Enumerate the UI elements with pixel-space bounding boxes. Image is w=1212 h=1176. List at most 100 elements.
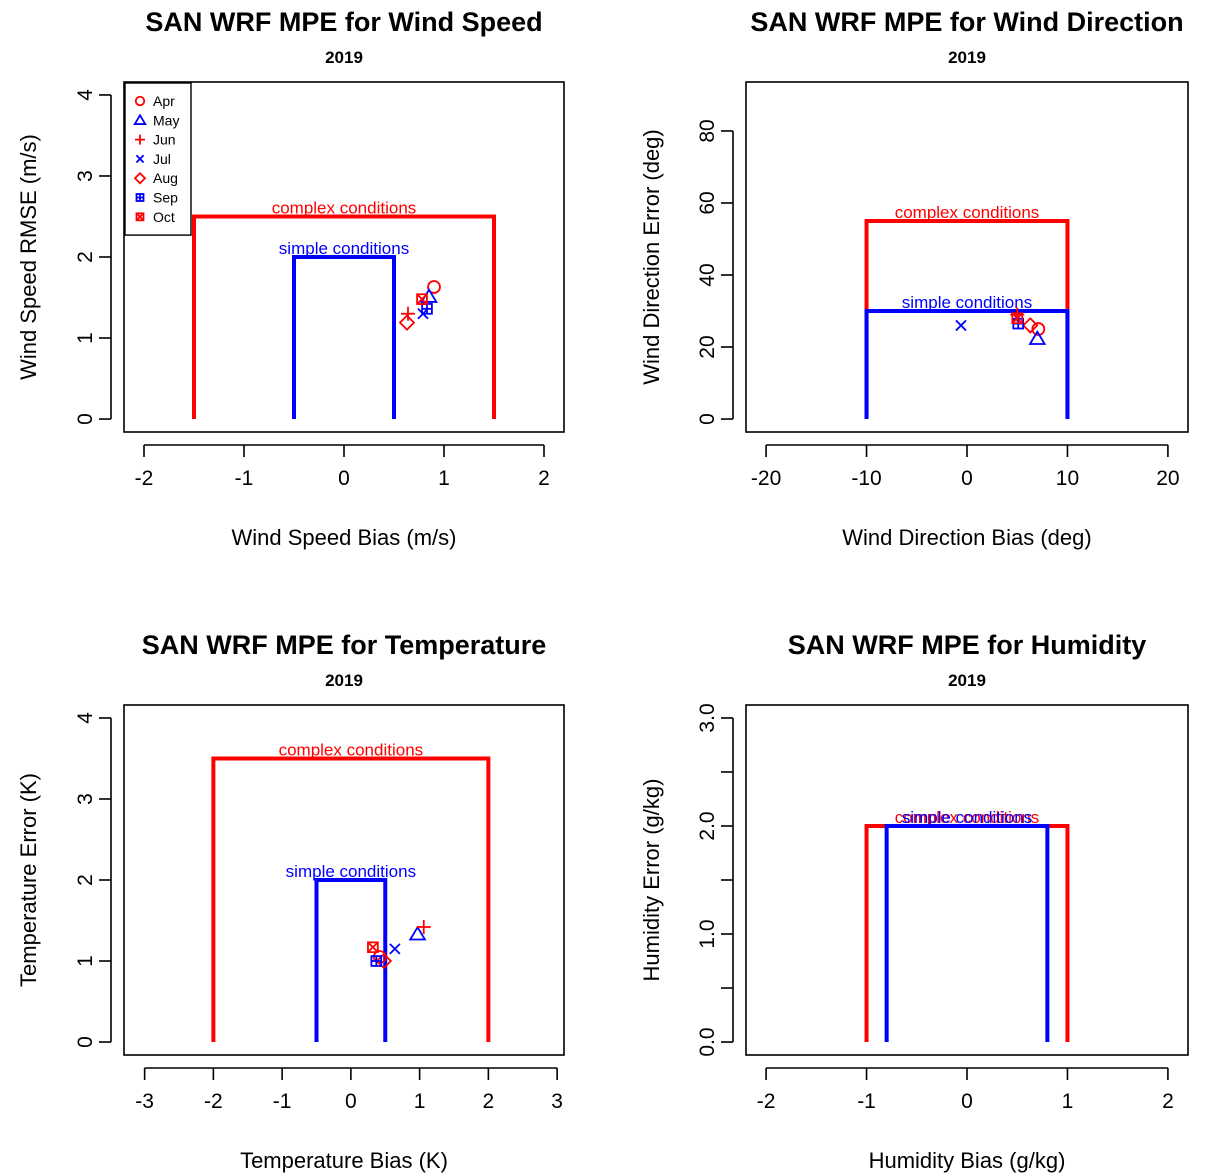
x-tick-label: -2 <box>757 1090 776 1113</box>
legend-label: Jun <box>153 132 176 148</box>
point-oct <box>416 293 428 305</box>
y-axis-label: Wind Direction Error (deg) <box>639 129 664 385</box>
x-tick-label: -2 <box>135 467 154 490</box>
legend-label: Oct <box>153 209 175 225</box>
x-tick-label: -10 <box>851 467 881 490</box>
y-tick-label: 3 <box>74 170 97 182</box>
benchmark-label: simple conditions <box>902 808 1032 827</box>
plot-frame <box>123 81 565 433</box>
benchmark-label: complex conditions <box>895 203 1040 222</box>
data-points <box>955 307 1047 345</box>
y-tick-label: 1 <box>74 955 97 967</box>
point-may <box>1028 329 1047 345</box>
legend-marker-jul <box>135 154 145 164</box>
x-tick-label: 0 <box>961 1090 973 1113</box>
plot-frame <box>745 704 1189 1056</box>
legend-marker-apr <box>134 95 146 107</box>
x-tick-label: 2 <box>538 467 550 490</box>
y-axis: 0 1 2 3 4 <box>74 89 112 425</box>
chart-subtitle: 2019 <box>325 48 363 67</box>
legend-marker-may <box>133 113 147 125</box>
point-apr <box>427 280 441 294</box>
benchmark-complex-conditions: complex conditions <box>211 740 491 1043</box>
x-tick-label: 1 <box>1062 1090 1074 1113</box>
x-tick-label: -1 <box>235 467 254 490</box>
chart-panel-2: SAN WRF MPE for Wind Direction 2019 -20 -10… <box>639 7 1189 550</box>
point-oct <box>1011 312 1024 325</box>
x-tick-label: 1 <box>414 1090 426 1113</box>
x-axis: -2 -1 0 1 2 <box>757 1067 1174 1113</box>
x-tick-label: 0 <box>961 467 973 490</box>
y-tick-label: 2 <box>74 874 97 886</box>
y-tick-label: 60 <box>696 191 719 214</box>
chart-panel-4: SAN WRF MPE for Humidity 2019 -2 -1 0 1 2 Humid… <box>639 630 1189 1173</box>
x-tick-label: 10 <box>1056 467 1079 490</box>
x-tick-label: -1 <box>273 1090 292 1113</box>
chart-title: SAN WRF MPE for Wind Speed <box>145 7 542 37</box>
legend-label: May <box>153 112 179 128</box>
benchmark-simple-conditions: simple conditions <box>864 293 1070 420</box>
x-axis: -2 -1 0 1 2 <box>135 444 550 490</box>
y-tick-label: 0 <box>74 1036 97 1048</box>
x-axis-label: Humidity Bias (g/kg) <box>869 1148 1066 1173</box>
x-tick-label: -20 <box>751 467 781 490</box>
plot-frame <box>123 704 565 1056</box>
point-aug <box>375 952 393 970</box>
point-jul <box>955 319 967 332</box>
benchmark-simple-conditions: simple conditions <box>279 239 409 420</box>
benchmark-complex-conditions: complex conditions <box>864 808 1070 1043</box>
x-tick-label: 3 <box>551 1090 563 1113</box>
legend-label: Apr <box>153 93 175 109</box>
legend-label: Sep <box>153 190 178 206</box>
y-tick-label: 40 <box>696 263 719 286</box>
x-axis-label: Wind Direction Bias (deg) <box>842 525 1091 550</box>
y-tick-label: 1.0 <box>696 919 719 948</box>
benchmark-label: simple conditions <box>902 293 1032 312</box>
y-tick-label: 2.0 <box>696 811 719 840</box>
x-axis: -3 -2 -1 0 1 2 3 <box>135 1067 563 1113</box>
point-jun <box>416 919 431 934</box>
x-axis-label: Temperature Bias (K) <box>240 1148 448 1173</box>
point-jul <box>389 943 401 955</box>
chart-title: SAN WRF MPE for Wind Direction <box>750 7 1183 37</box>
y-tick-label: 2 <box>74 251 97 263</box>
y-tick-label: 3 <box>74 793 97 805</box>
y-tick-label: 0.0 <box>696 1027 719 1056</box>
plot-frame <box>745 81 1189 433</box>
point-oct <box>367 941 379 954</box>
y-axis: 0.0 1.0 2.0 3.0 <box>696 703 734 1057</box>
point-jun <box>401 306 415 321</box>
data-points <box>367 919 431 970</box>
point-aug <box>1022 317 1039 334</box>
x-tick-label: 0 <box>338 467 350 490</box>
benchmark-label: complex conditions <box>272 198 417 217</box>
benchmark-simple-conditions: simple conditions <box>884 808 1050 1043</box>
y-axis: 0 1 2 3 4 <box>74 712 112 1048</box>
legend-marker-aug <box>133 171 147 185</box>
x-tick-label: -1 <box>857 1090 876 1113</box>
legend-marker-oct <box>135 212 145 222</box>
legend: Apr May Jun Jul Aug Sep Oct <box>124 82 192 236</box>
y-tick-label: 20 <box>696 335 719 358</box>
benchmark-complex-conditions: complex conditions <box>192 198 496 420</box>
chart-title: SAN WRF MPE for Temperature <box>142 630 547 660</box>
point-aug <box>398 314 416 331</box>
benchmark-label: simple conditions <box>279 239 409 258</box>
x-tick-label: 1 <box>438 467 450 490</box>
x-tick-label: 0 <box>345 1090 357 1113</box>
legend-label: Aug <box>153 170 178 186</box>
y-tick-label: 0 <box>696 413 719 425</box>
chart-title: SAN WRF MPE for Humidity <box>788 630 1147 660</box>
benchmark-simple-conditions: simple conditions <box>286 862 416 1043</box>
y-tick-label: 1 <box>74 332 97 344</box>
x-tick-label: 2 <box>483 1090 495 1113</box>
y-tick-label: 4 <box>74 712 97 724</box>
legend-marker-sep <box>135 193 145 202</box>
benchmark-label: complex conditions <box>279 740 424 759</box>
x-tick-label: 2 <box>1162 1090 1174 1113</box>
chart-subtitle: 2019 <box>325 671 363 690</box>
benchmark-label: simple conditions <box>286 862 416 881</box>
y-tick-label: 3.0 <box>696 703 719 732</box>
y-axis: 0 20 40 60 80 <box>696 119 734 425</box>
